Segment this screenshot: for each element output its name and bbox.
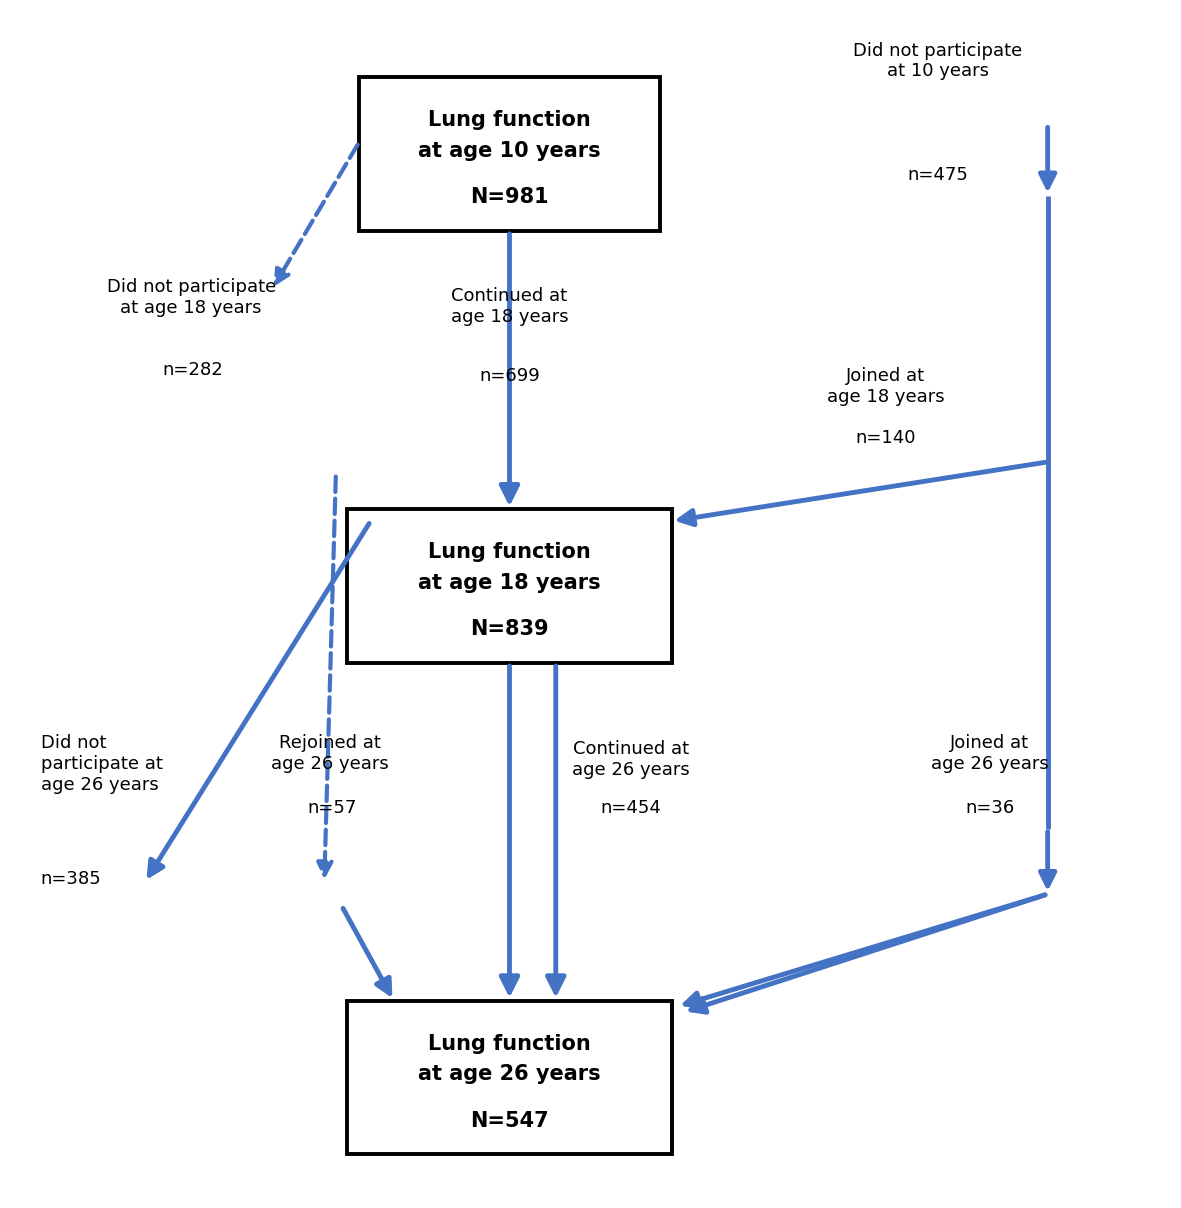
Text: n=57: n=57 <box>307 800 357 818</box>
Text: Joined at
age 18 years: Joined at age 18 years <box>827 367 945 406</box>
FancyBboxPatch shape <box>359 77 660 231</box>
Text: n=385: n=385 <box>40 870 102 888</box>
Text: n=140: n=140 <box>855 429 916 447</box>
Text: at age 26 years: at age 26 years <box>418 1064 601 1085</box>
Text: Lung function: Lung function <box>428 542 590 563</box>
Text: at age 18 years: at age 18 years <box>418 573 601 593</box>
Text: Rejoined at
age 26 years: Rejoined at age 26 years <box>272 734 389 773</box>
Text: N=981: N=981 <box>470 187 549 208</box>
Text: at age 10 years: at age 10 years <box>418 141 601 161</box>
Text: Joined at
age 26 years: Joined at age 26 years <box>931 734 1049 773</box>
Text: Continued at
age 26 years: Continued at age 26 years <box>572 741 690 779</box>
Text: Did not
participate at
age 26 years: Did not participate at age 26 years <box>40 734 163 794</box>
Text: N=839: N=839 <box>470 620 549 639</box>
Text: n=36: n=36 <box>965 800 1014 818</box>
Text: n=475: n=475 <box>907 165 968 184</box>
Text: Did not participate
at age 18 years: Did not participate at age 18 years <box>106 278 276 318</box>
Text: n=282: n=282 <box>162 361 223 379</box>
FancyBboxPatch shape <box>347 1000 672 1155</box>
Text: Continued at
age 18 years: Continued at age 18 years <box>451 288 568 326</box>
Text: Lung function: Lung function <box>428 1034 590 1053</box>
Text: N=547: N=547 <box>470 1110 549 1131</box>
Text: Lung function: Lung function <box>428 110 590 130</box>
FancyBboxPatch shape <box>347 510 672 663</box>
Text: Did not participate
at 10 years: Did not participate at 10 years <box>853 41 1023 81</box>
Text: n=699: n=699 <box>479 367 540 385</box>
Text: n=454: n=454 <box>601 800 661 818</box>
